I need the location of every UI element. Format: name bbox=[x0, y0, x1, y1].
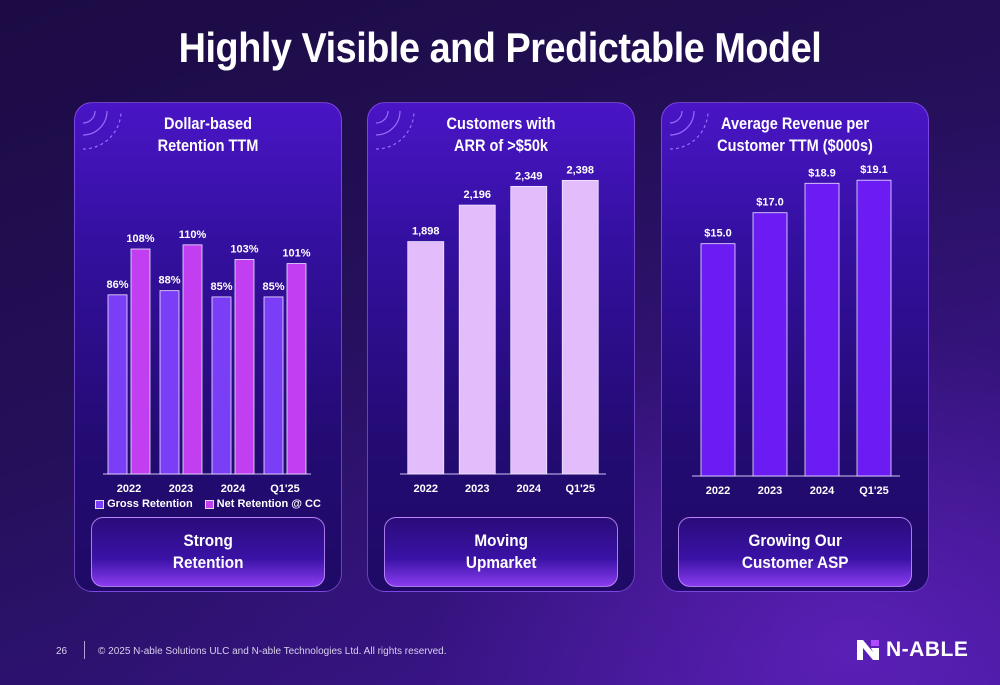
bar bbox=[159, 290, 180, 475]
data-label: $19.1 bbox=[860, 164, 888, 176]
customers-chart: 1,898 2022 2,196 2023 2,349 2024 2,398 Q1'25 bbox=[400, 164, 606, 495]
card-revenue: Average Revenue per Customer TTM ($000s)… bbox=[661, 102, 929, 592]
tick-label: 2023 bbox=[465, 483, 489, 495]
chart-legend: Gross Retention Net Retention @ CC bbox=[75, 498, 341, 510]
data-label: 1,898 bbox=[412, 226, 440, 238]
takeaway-pill: Strong Retention bbox=[91, 517, 325, 587]
takeaway-pill: Moving Upmarket bbox=[384, 517, 618, 587]
footer-divider bbox=[84, 641, 85, 659]
tick-label: 2024 bbox=[517, 483, 542, 495]
card-title: Dollar-based Retention TTM bbox=[91, 113, 325, 157]
data-label: 2,398 bbox=[566, 164, 594, 176]
bar bbox=[234, 259, 255, 475]
tick-label: 2022 bbox=[706, 485, 730, 497]
page-title: Highly Visible and Predictable Model bbox=[178, 24, 822, 71]
pill-label: Moving Upmarket bbox=[465, 531, 537, 572]
revenue-chart: $15.0 2022 $17.0 2023 $18.9 2024 $19.1 Q1'25 bbox=[692, 164, 900, 497]
data-label: 2,349 bbox=[515, 170, 543, 182]
bar bbox=[263, 296, 284, 475]
tick-label: 2022 bbox=[414, 483, 438, 495]
bar bbox=[804, 182, 840, 477]
data-label: 85% bbox=[210, 281, 232, 293]
bar bbox=[130, 248, 151, 475]
tick-label: Q1'25 bbox=[565, 483, 595, 495]
card-customers: Customers with ARR of >$50k 1,898 2022 2,1… bbox=[367, 102, 635, 592]
data-label: 86% bbox=[106, 279, 128, 291]
card-title-line1: Average Revenue per bbox=[721, 115, 869, 133]
logo-wordmark: N-ABLE bbox=[886, 638, 969, 661]
tick-label: Q1'25 bbox=[859, 485, 889, 497]
tick-label: 2024 bbox=[221, 483, 246, 495]
bar bbox=[407, 241, 445, 475]
signal-arc-icon bbox=[375, 110, 415, 150]
legend-swatch bbox=[95, 499, 105, 509]
data-label: $18.9 bbox=[808, 167, 836, 179]
data-label: 88% bbox=[158, 275, 180, 287]
bar bbox=[458, 204, 496, 475]
bar bbox=[211, 296, 232, 475]
bar bbox=[107, 294, 128, 475]
legend-swatch bbox=[204, 499, 214, 509]
data-label: $17.0 bbox=[756, 197, 784, 209]
bar bbox=[182, 244, 203, 475]
tick-label: Q1'25 bbox=[270, 483, 300, 495]
copyright-text: © 2025 N-able Solutions ULC and N-able T… bbox=[98, 646, 447, 657]
legend-item-net: Net Retention @ CC bbox=[204, 498, 321, 510]
n-able-logo-icon bbox=[857, 640, 879, 660]
data-label: 2,196 bbox=[463, 189, 491, 201]
data-label: 101% bbox=[282, 248, 310, 260]
legend-label: Net Retention @ CC bbox=[216, 498, 321, 510]
bar bbox=[561, 179, 599, 475]
signal-arc-icon bbox=[82, 110, 122, 150]
data-label: 108% bbox=[126, 233, 154, 245]
bar bbox=[510, 185, 548, 475]
card-title: Average Revenue per Customer TTM ($000s) bbox=[678, 113, 912, 157]
data-label: 103% bbox=[230, 243, 258, 255]
bar bbox=[856, 179, 892, 477]
bar bbox=[700, 243, 736, 477]
card-title-line1: Dollar-based bbox=[164, 115, 252, 133]
card-title: Customers with ARR of >$50k bbox=[384, 113, 618, 157]
legend-label: Gross Retention bbox=[107, 498, 193, 510]
pill-label: Growing Our Customer ASP bbox=[741, 531, 849, 572]
card-title-line2: Retention TTM bbox=[157, 137, 259, 155]
legend-item-gross: Gross Retention bbox=[95, 498, 193, 510]
card-title-line1: Customers with bbox=[446, 115, 556, 133]
data-label: $15.0 bbox=[704, 228, 732, 240]
bar bbox=[752, 212, 788, 477]
data-label: 85% bbox=[262, 281, 284, 293]
takeaway-pill: Growing Our Customer ASP bbox=[678, 517, 912, 587]
card-title-line2: Customer TTM ($000s) bbox=[717, 137, 873, 155]
bar bbox=[286, 263, 307, 475]
card-title-line2: ARR of >$50k bbox=[453, 137, 549, 155]
tick-label: 2023 bbox=[758, 485, 782, 497]
page-number: 26 bbox=[56, 646, 68, 657]
tick-label: 2024 bbox=[810, 485, 835, 497]
pill-label: Strong Retention bbox=[172, 531, 244, 572]
data-label: 110% bbox=[179, 229, 207, 241]
signal-arc-icon bbox=[669, 110, 709, 150]
tick-label: 2022 bbox=[117, 483, 141, 495]
card-retention: Dollar-based Retention TTM 86% 108% 2022 88… bbox=[74, 102, 342, 592]
brand-logo: N-ABLE bbox=[856, 638, 968, 662]
tick-label: 2023 bbox=[169, 483, 193, 495]
retention-chart: 86% 108% 2022 88% 110% 2023 85% 103% 2024 85% 101%… bbox=[103, 229, 311, 495]
